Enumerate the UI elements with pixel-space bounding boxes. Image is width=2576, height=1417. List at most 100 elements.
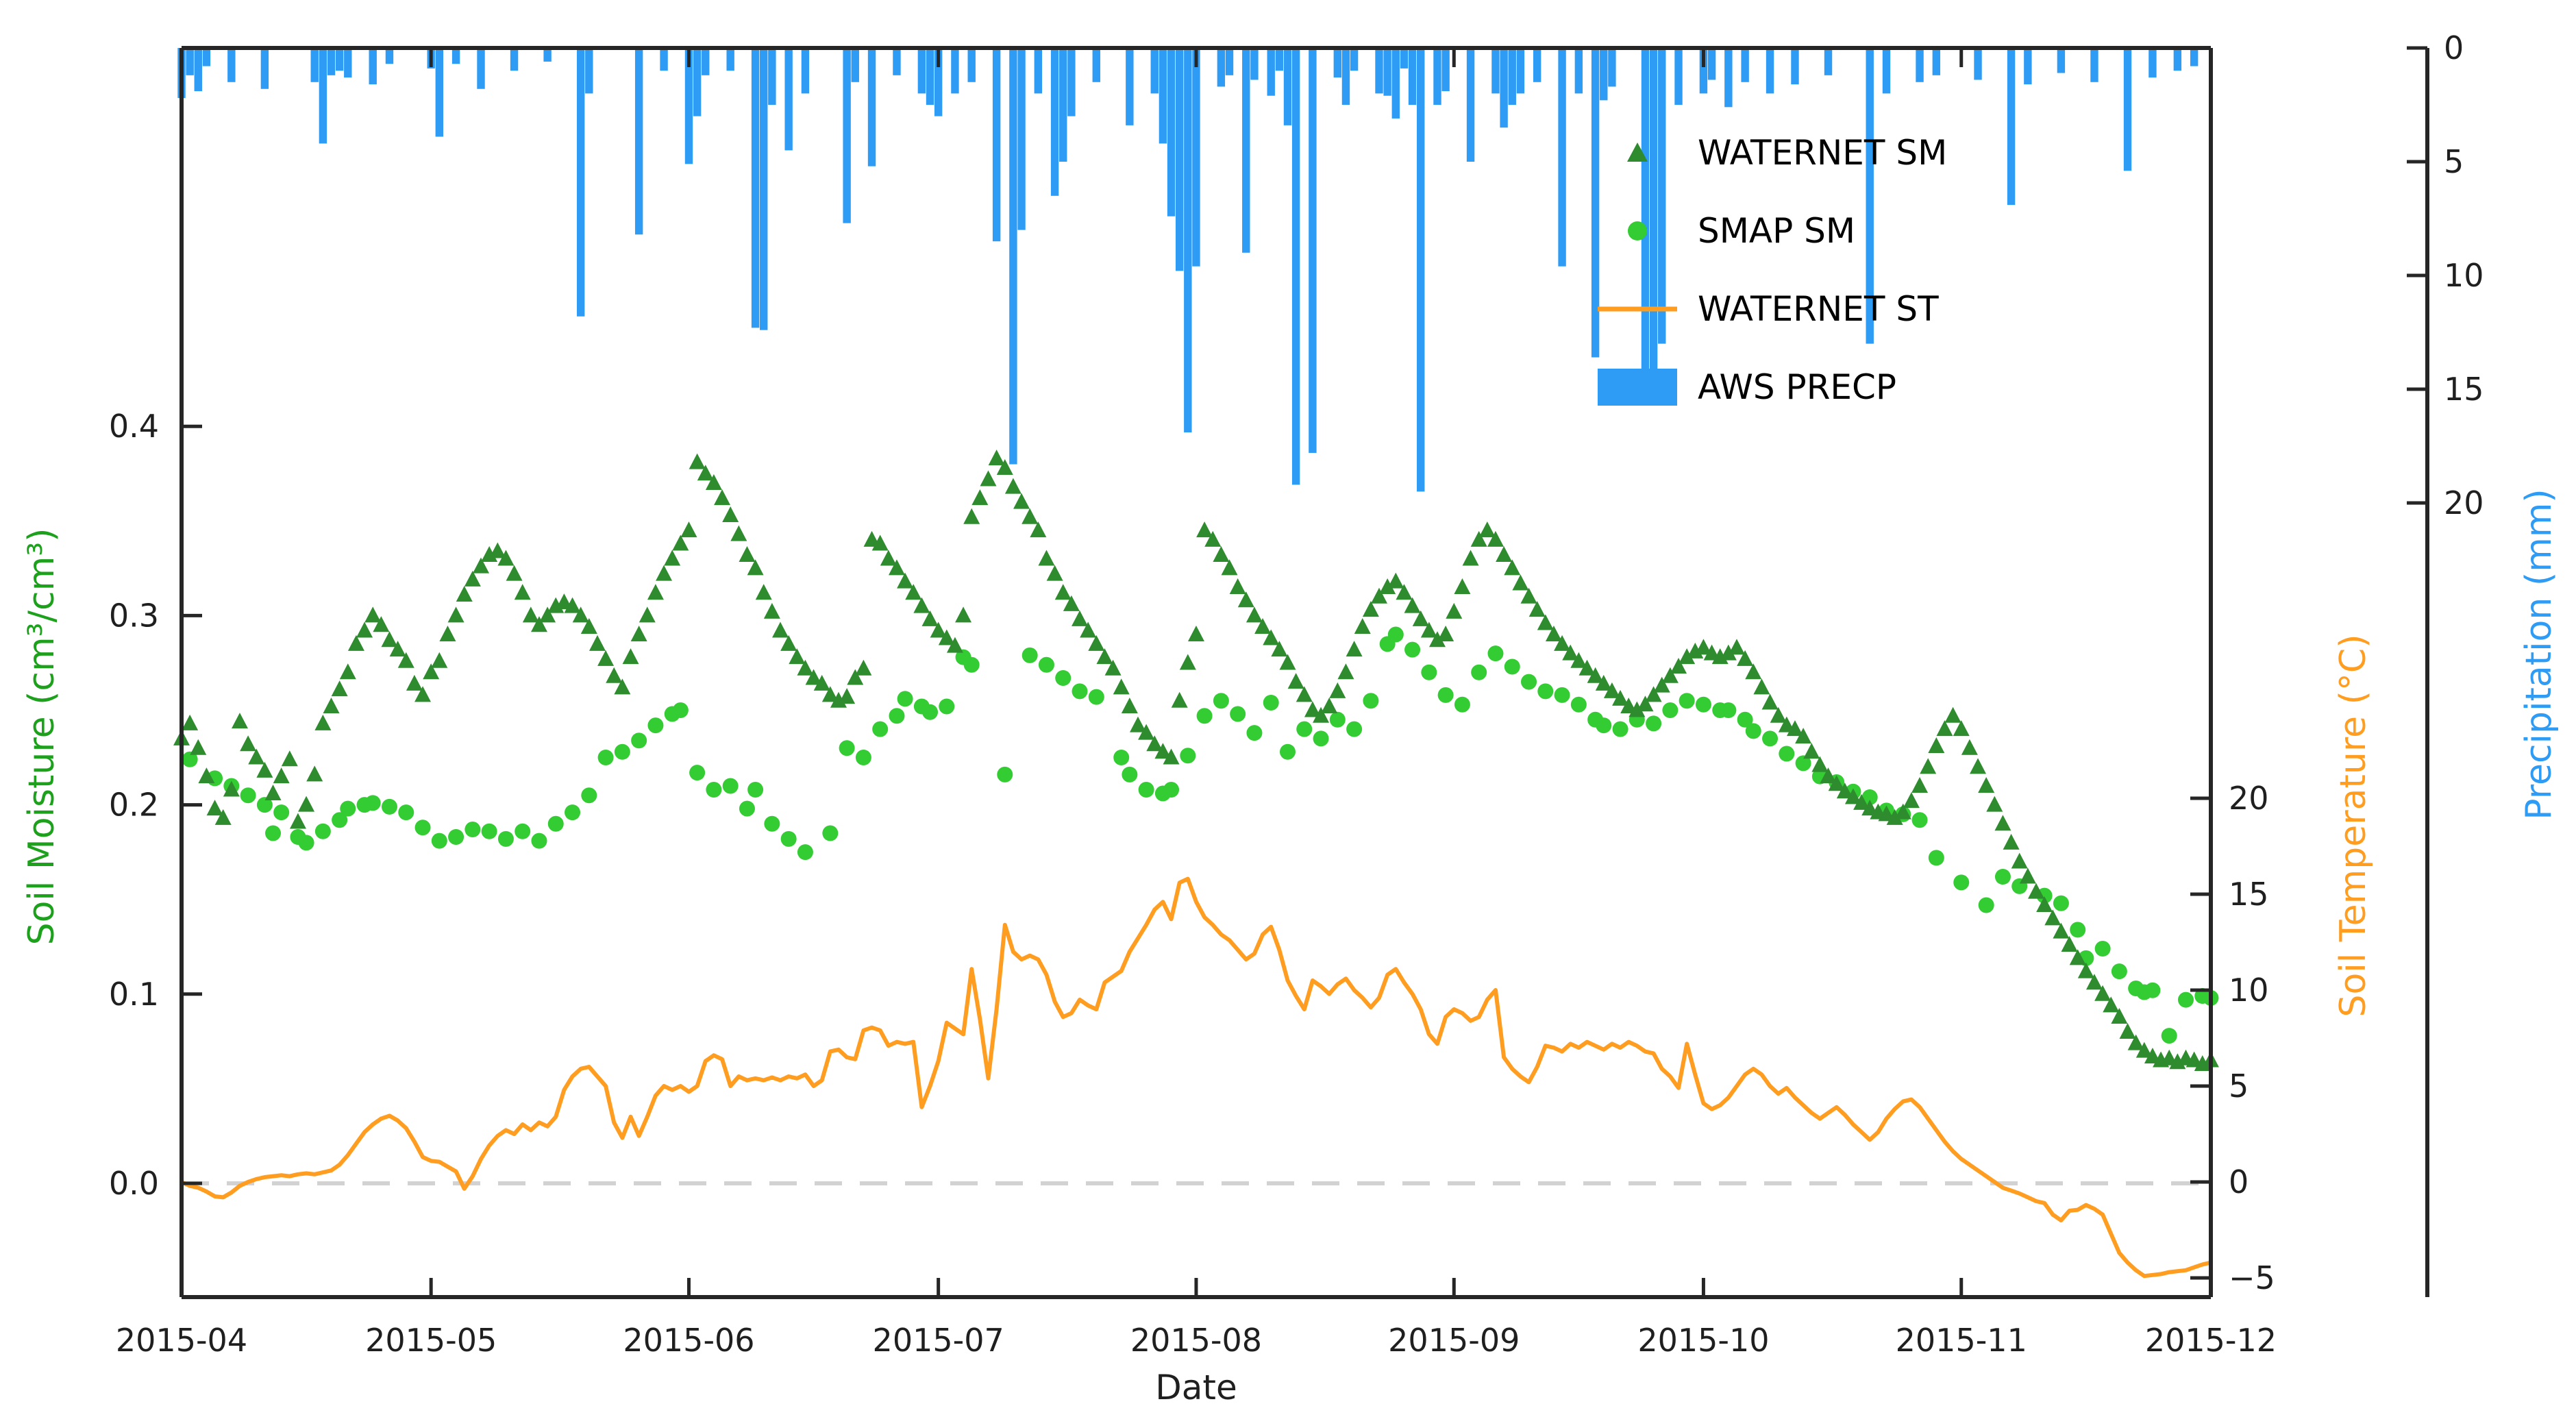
waternet-sm-point: [1246, 606, 1263, 623]
waternet-sm-point: [1986, 796, 2003, 812]
precip-bar: [1658, 48, 1666, 344]
precip-bar: [451, 48, 460, 64]
waternet-sm-point: [1038, 550, 1055, 566]
waternet-sm-point: [1454, 578, 1471, 594]
waternet-sm-point: [373, 616, 390, 632]
smap-sm-point: [997, 766, 1013, 783]
precip-bar: [1067, 48, 1076, 116]
waternet-sm-point: [955, 606, 972, 623]
precip-bar: [1466, 48, 1475, 162]
waternet-sm-point: [556, 593, 573, 610]
waternet-sm-point: [1761, 693, 1779, 710]
precip-bar: [1059, 48, 1067, 162]
waternet-sm-point: [1828, 775, 1845, 791]
smap-sm-point: [1779, 746, 1795, 762]
smap-sm-point: [1138, 782, 1154, 798]
waternet-sm-point: [714, 489, 731, 506]
waternet-sm-point: [1836, 783, 1853, 799]
precip-bar: [1408, 48, 1417, 105]
waternet-sm-point: [1803, 743, 1820, 759]
smap-sm-point: [398, 804, 414, 821]
precip-bar: [634, 48, 643, 235]
waternet-sm-point: [473, 557, 490, 574]
waternet-sm-point: [622, 648, 639, 665]
waternet-sm-point: [913, 597, 930, 613]
st-tick-label: 5: [2229, 1068, 2249, 1105]
smap-sm-point: [256, 797, 273, 813]
waternet-sm-point: [281, 750, 298, 767]
precip-bar: [851, 48, 859, 82]
smap-sm-point: [1596, 717, 1612, 734]
waternet-sm-point: [1795, 728, 1812, 744]
precip-bar: [760, 48, 768, 330]
waternet-sm-point: [2144, 1047, 2161, 1063]
st-tick-label: −5: [2229, 1259, 2275, 1296]
waternet-sm-point: [1213, 546, 1230, 563]
waternet-sm-point: [256, 761, 273, 778]
waternet-sm-point: [772, 621, 789, 638]
smap-sm-point: [1646, 715, 1662, 732]
waternet-sm-point: [1961, 739, 1978, 755]
waternet-sm-point: [780, 634, 797, 651]
precip-bar: [951, 48, 959, 94]
precip-bar: [1350, 48, 1359, 71]
waternet-sm-point: [1404, 597, 1421, 613]
x-tick-label: 2015-11: [1896, 1322, 2027, 1359]
precip-bar: [2024, 48, 2032, 85]
precip-bar: [1192, 48, 1200, 267]
waternet-sm-point: [1171, 691, 1188, 708]
waternet-sm-point: [1487, 530, 1504, 547]
smap-sm-point: [1978, 897, 1994, 913]
waternet-sm-point: [347, 634, 364, 651]
precip-tick-label: 20: [2444, 484, 2484, 521]
waternet-sm-point: [797, 659, 814, 676]
waternet-sm-point: [190, 739, 207, 755]
waternet-sm-point: [1387, 572, 1404, 589]
smap-sm-point: [1554, 687, 1570, 703]
precip-bar: [1516, 48, 1525, 94]
waternet-sm-point: [1030, 521, 1047, 538]
waternet-sm-point: [1620, 697, 1637, 713]
smap-sm-point: [855, 750, 871, 766]
legend-patch-icon: [1598, 369, 1677, 406]
waternet-sm-point: [223, 780, 240, 797]
waternet-sm-point: [1953, 720, 1970, 737]
precip-bar: [1699, 48, 1708, 94]
waternet-sm-point: [1154, 743, 1172, 759]
waternet-sm-point: [464, 570, 481, 587]
waternet-sm-point: [2069, 949, 2086, 965]
waternet-sm-point: [1420, 621, 1437, 638]
precip-bar: [543, 48, 552, 62]
soil-moisture-axis-title: Soil Moisture (cm³/cm³): [21, 528, 62, 946]
smap-sm-point: [1745, 723, 1761, 739]
smap-sm-point: [706, 782, 722, 798]
waternet-sm-point: [888, 559, 905, 576]
precip-bar: [194, 48, 202, 92]
axis-ticks: [179, 46, 2427, 1297]
smap-sm-point: [1055, 670, 1072, 687]
waternet-sm-point: [821, 686, 839, 702]
precip-bar: [1250, 48, 1259, 80]
smap-sm-point: [1263, 694, 1279, 711]
smap-sm-point: [1521, 674, 1537, 690]
waternet-sm-point: [963, 508, 980, 524]
smap-sm-point: [448, 829, 465, 846]
smap-sm-point: [1072, 683, 1088, 700]
waternet-sm-point: [1661, 667, 1679, 683]
waternet-sm-point: [248, 748, 265, 765]
precip-tick-label: 5: [2444, 143, 2464, 180]
waternet-sm-point: [1296, 686, 1313, 702]
waternet-sm-point: [789, 648, 806, 665]
precip-bar: [660, 48, 668, 71]
smap-sm-point: [839, 740, 855, 756]
x-tick-label: 2015-09: [1388, 1322, 1520, 1359]
smap-sm-point: [414, 820, 431, 836]
waternet-sm-point: [1628, 701, 1646, 717]
waternet-sm-point: [514, 584, 531, 600]
sm-tick-label: 0.4: [109, 408, 159, 445]
waternet-sm-point: [871, 534, 889, 551]
waternet-sm-point: [1196, 521, 1213, 538]
precip-bar: [1034, 48, 1043, 94]
smap-sm-point: [1279, 743, 1296, 760]
waternet-sm-point: [980, 470, 997, 486]
